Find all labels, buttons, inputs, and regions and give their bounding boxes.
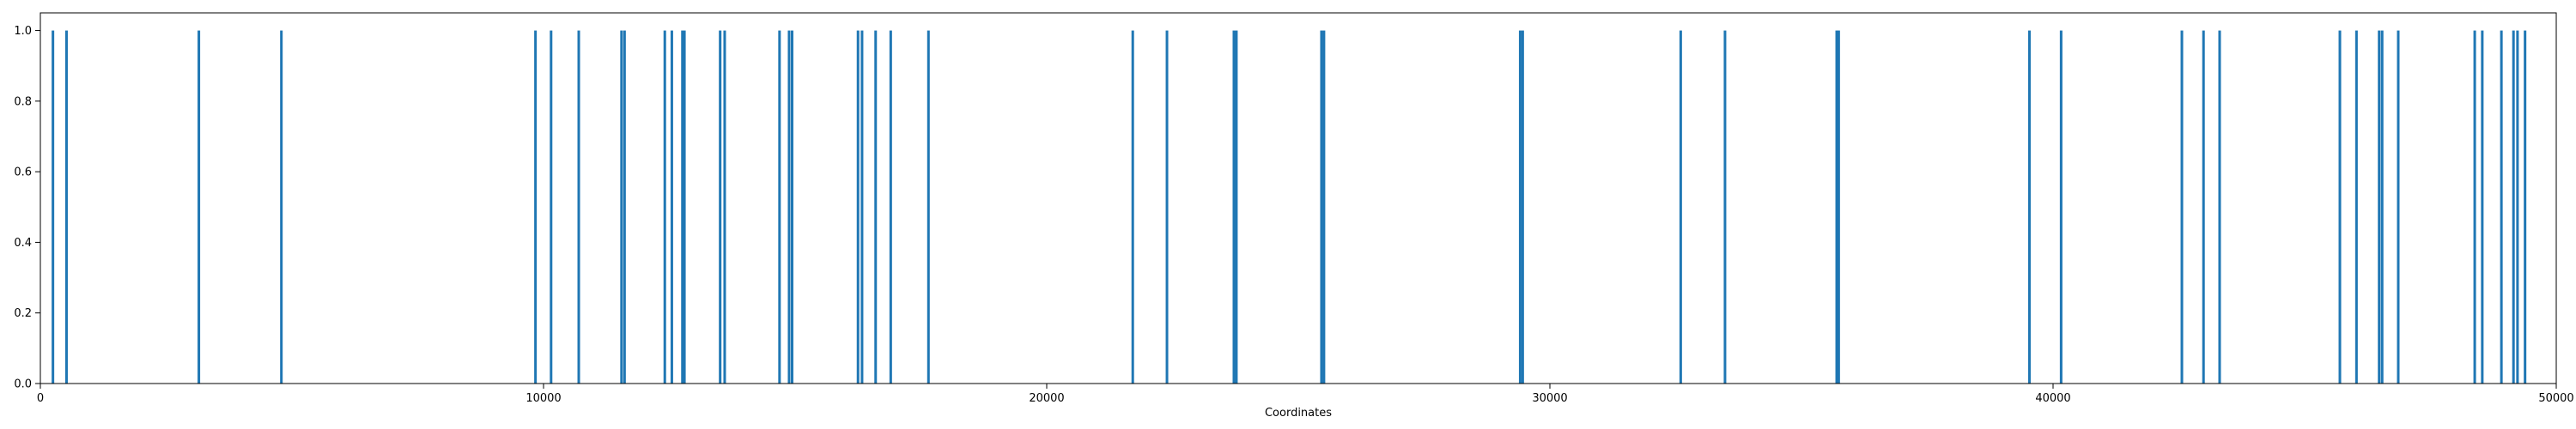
bar <box>534 30 538 384</box>
bar <box>2380 30 2384 384</box>
bar <box>2202 30 2205 384</box>
y-tick-label: 0.8 <box>14 95 32 108</box>
bar <box>681 30 684 384</box>
y-tick-label: 0.0 <box>14 378 32 391</box>
bar <box>2378 30 2381 384</box>
bar <box>2524 30 2527 384</box>
bar <box>1322 30 1326 384</box>
bar <box>860 30 864 384</box>
bar <box>1320 30 1323 384</box>
bar <box>723 30 726 384</box>
bar <box>778 30 781 384</box>
y-tick-label: 0.2 <box>14 307 32 320</box>
y-tick-label: 1.0 <box>14 25 32 38</box>
bars-layer <box>52 30 2527 384</box>
bar <box>670 30 673 384</box>
bar <box>550 30 553 384</box>
bar <box>719 30 722 384</box>
bar <box>620 30 623 384</box>
bar <box>927 30 930 384</box>
bar <box>1232 30 1236 384</box>
bar <box>2516 30 2519 384</box>
bar <box>2500 30 2503 384</box>
bar <box>64 30 68 384</box>
x-axis-label: Coordinates <box>1265 407 1332 420</box>
x-tick-label: 10000 <box>526 392 561 405</box>
x-tick-label: 20000 <box>1029 392 1064 405</box>
bar <box>623 30 626 384</box>
bar <box>2218 30 2221 384</box>
bar <box>2481 30 2484 384</box>
ticks-layer: 0 10000 20000 30000 40000 50000 0.0 0.2 0.4 0.6 0.… <box>14 25 2573 405</box>
bar <box>1235 30 1238 384</box>
bar <box>2338 30 2342 384</box>
bar <box>2512 30 2515 384</box>
bar <box>1521 30 1524 384</box>
bar <box>1835 30 1838 384</box>
bar <box>889 30 892 384</box>
bar <box>1837 30 1840 384</box>
bar <box>2180 30 2184 384</box>
bar <box>1679 30 1682 384</box>
y-tick-label: 0.4 <box>14 237 32 250</box>
bar <box>2354 30 2358 384</box>
bar <box>2027 30 2031 384</box>
y-tick-label: 0.6 <box>14 166 32 179</box>
bar <box>1131 30 1134 384</box>
bar <box>2473 30 2476 384</box>
bar <box>874 30 878 384</box>
bar <box>2397 30 2400 384</box>
x-tick-label: 40000 <box>2035 392 2070 405</box>
bar <box>2059 30 2063 384</box>
bar <box>790 30 793 384</box>
bar <box>683 30 686 384</box>
bar <box>856 30 860 384</box>
bar <box>52 30 55 384</box>
bar <box>1165 30 1169 384</box>
x-tick-label: 30000 <box>1532 392 1567 405</box>
bar <box>1518 30 1522 384</box>
plot-frame <box>39 12 2557 384</box>
x-tick-label: 0 <box>37 392 44 405</box>
bar <box>577 30 580 384</box>
bar <box>197 30 201 384</box>
bar <box>787 30 791 384</box>
x-tick-label: 50000 <box>2538 392 2573 405</box>
bar <box>1723 30 1727 384</box>
bar <box>280 30 283 384</box>
bar <box>663 30 666 384</box>
